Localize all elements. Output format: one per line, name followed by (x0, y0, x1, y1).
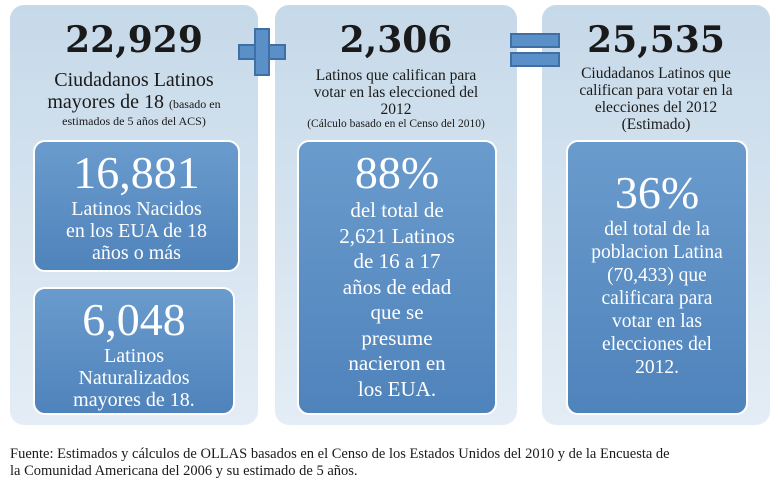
box-line: del total de (350, 198, 444, 222)
footer-line: la Comunidad Americana del 2006 y su est… (10, 463, 358, 479)
box-number: 88% (354, 147, 440, 198)
description-line: 2012 (380, 101, 412, 118)
box-line: años o más (92, 242, 181, 264)
box-line: en los EUA de 18 (65, 220, 208, 242)
footer-line: Fuente: Estimados y cálculos de OLLAS ba… (10, 446, 670, 462)
description-line: califican para votar en la (579, 82, 733, 99)
panel: 25,535 Ciudadanos Latinos que califican … (542, 5, 770, 425)
panel: 22,929 Ciudadanos Latinos mayores de 18 … (10, 5, 258, 425)
note-line: (Cálculo basado en el Censo del 2010) (307, 118, 485, 130)
panel: 2,306 Latinos que califican para votar e… (275, 5, 517, 425)
box-line: calificara para (601, 288, 713, 309)
box-line: Latinos Nacidos (71, 198, 202, 220)
box-line: que se (370, 300, 424, 324)
stat-box: 6,048 Latinos Naturalizados mayores de 1… (33, 287, 235, 415)
box-number: 36% (614, 167, 700, 218)
box-line: poblacion Latina (591, 242, 723, 263)
total-number: 2,306 (339, 19, 453, 61)
description-line: (Estimado) (621, 116, 691, 133)
box-number: 16,881 (73, 147, 200, 198)
description: Ciudadanos Latinos mayores de 18 (basado… (10, 69, 258, 127)
stat-box: 16,881 Latinos Nacidos en los EUA de 18 … (33, 140, 240, 272)
box-line: Naturalizados (78, 367, 190, 389)
box-line: los EUA. (357, 376, 437, 401)
footer: Fuente: Estimados y cálculos de OLLAS ba… (10, 446, 670, 480)
stat-box: 88% del total de 2,621 Latinos de 16 a 1… (297, 140, 497, 415)
box-line: presume (361, 325, 433, 350)
note-line: (basado en (168, 97, 221, 111)
equals-icon (510, 52, 560, 67)
box-line: Latinos (104, 345, 164, 367)
box-line: votar en las (612, 311, 702, 332)
plus-icon (254, 28, 270, 76)
total-number: 25,535 (587, 19, 725, 61)
description-line: Ciudadanos Latinos que (581, 65, 731, 82)
description-line: elecciones del 2012 (594, 99, 718, 116)
box-line: del total de la (604, 219, 710, 240)
description-line: Latinos que califican para (315, 67, 477, 84)
description-line: mayores de 18 (47, 91, 164, 113)
description-line: mayores de 18 (basado en (10, 91, 258, 115)
box-line: nacieron en (348, 351, 446, 375)
box-line: mayores de 18. (73, 389, 195, 411)
box-line: de 16 a 17 (353, 249, 441, 273)
box-line: elecciones del (602, 334, 712, 355)
description-line: votar en las eleccioned del (313, 84, 479, 101)
description-line: Ciudadanos Latinos (54, 69, 214, 91)
description: Latinos que califican para votar en las … (275, 67, 517, 130)
box-line: años de edad (342, 274, 452, 299)
equals-icon (510, 33, 560, 48)
total-number: 22,929 (65, 19, 203, 61)
stat-box: 36% del total de la poblacion Latina (70… (566, 140, 748, 415)
box-line: 2,621 Latinos (339, 223, 455, 248)
box-line: 2012. (635, 357, 679, 378)
box-number: 6,048 (82, 294, 186, 345)
note-line: estimados de 5 años del ACS) (62, 114, 206, 128)
box-line: (70,433) que (607, 265, 707, 286)
description: Ciudadanos Latinos que califican para vo… (542, 65, 770, 133)
